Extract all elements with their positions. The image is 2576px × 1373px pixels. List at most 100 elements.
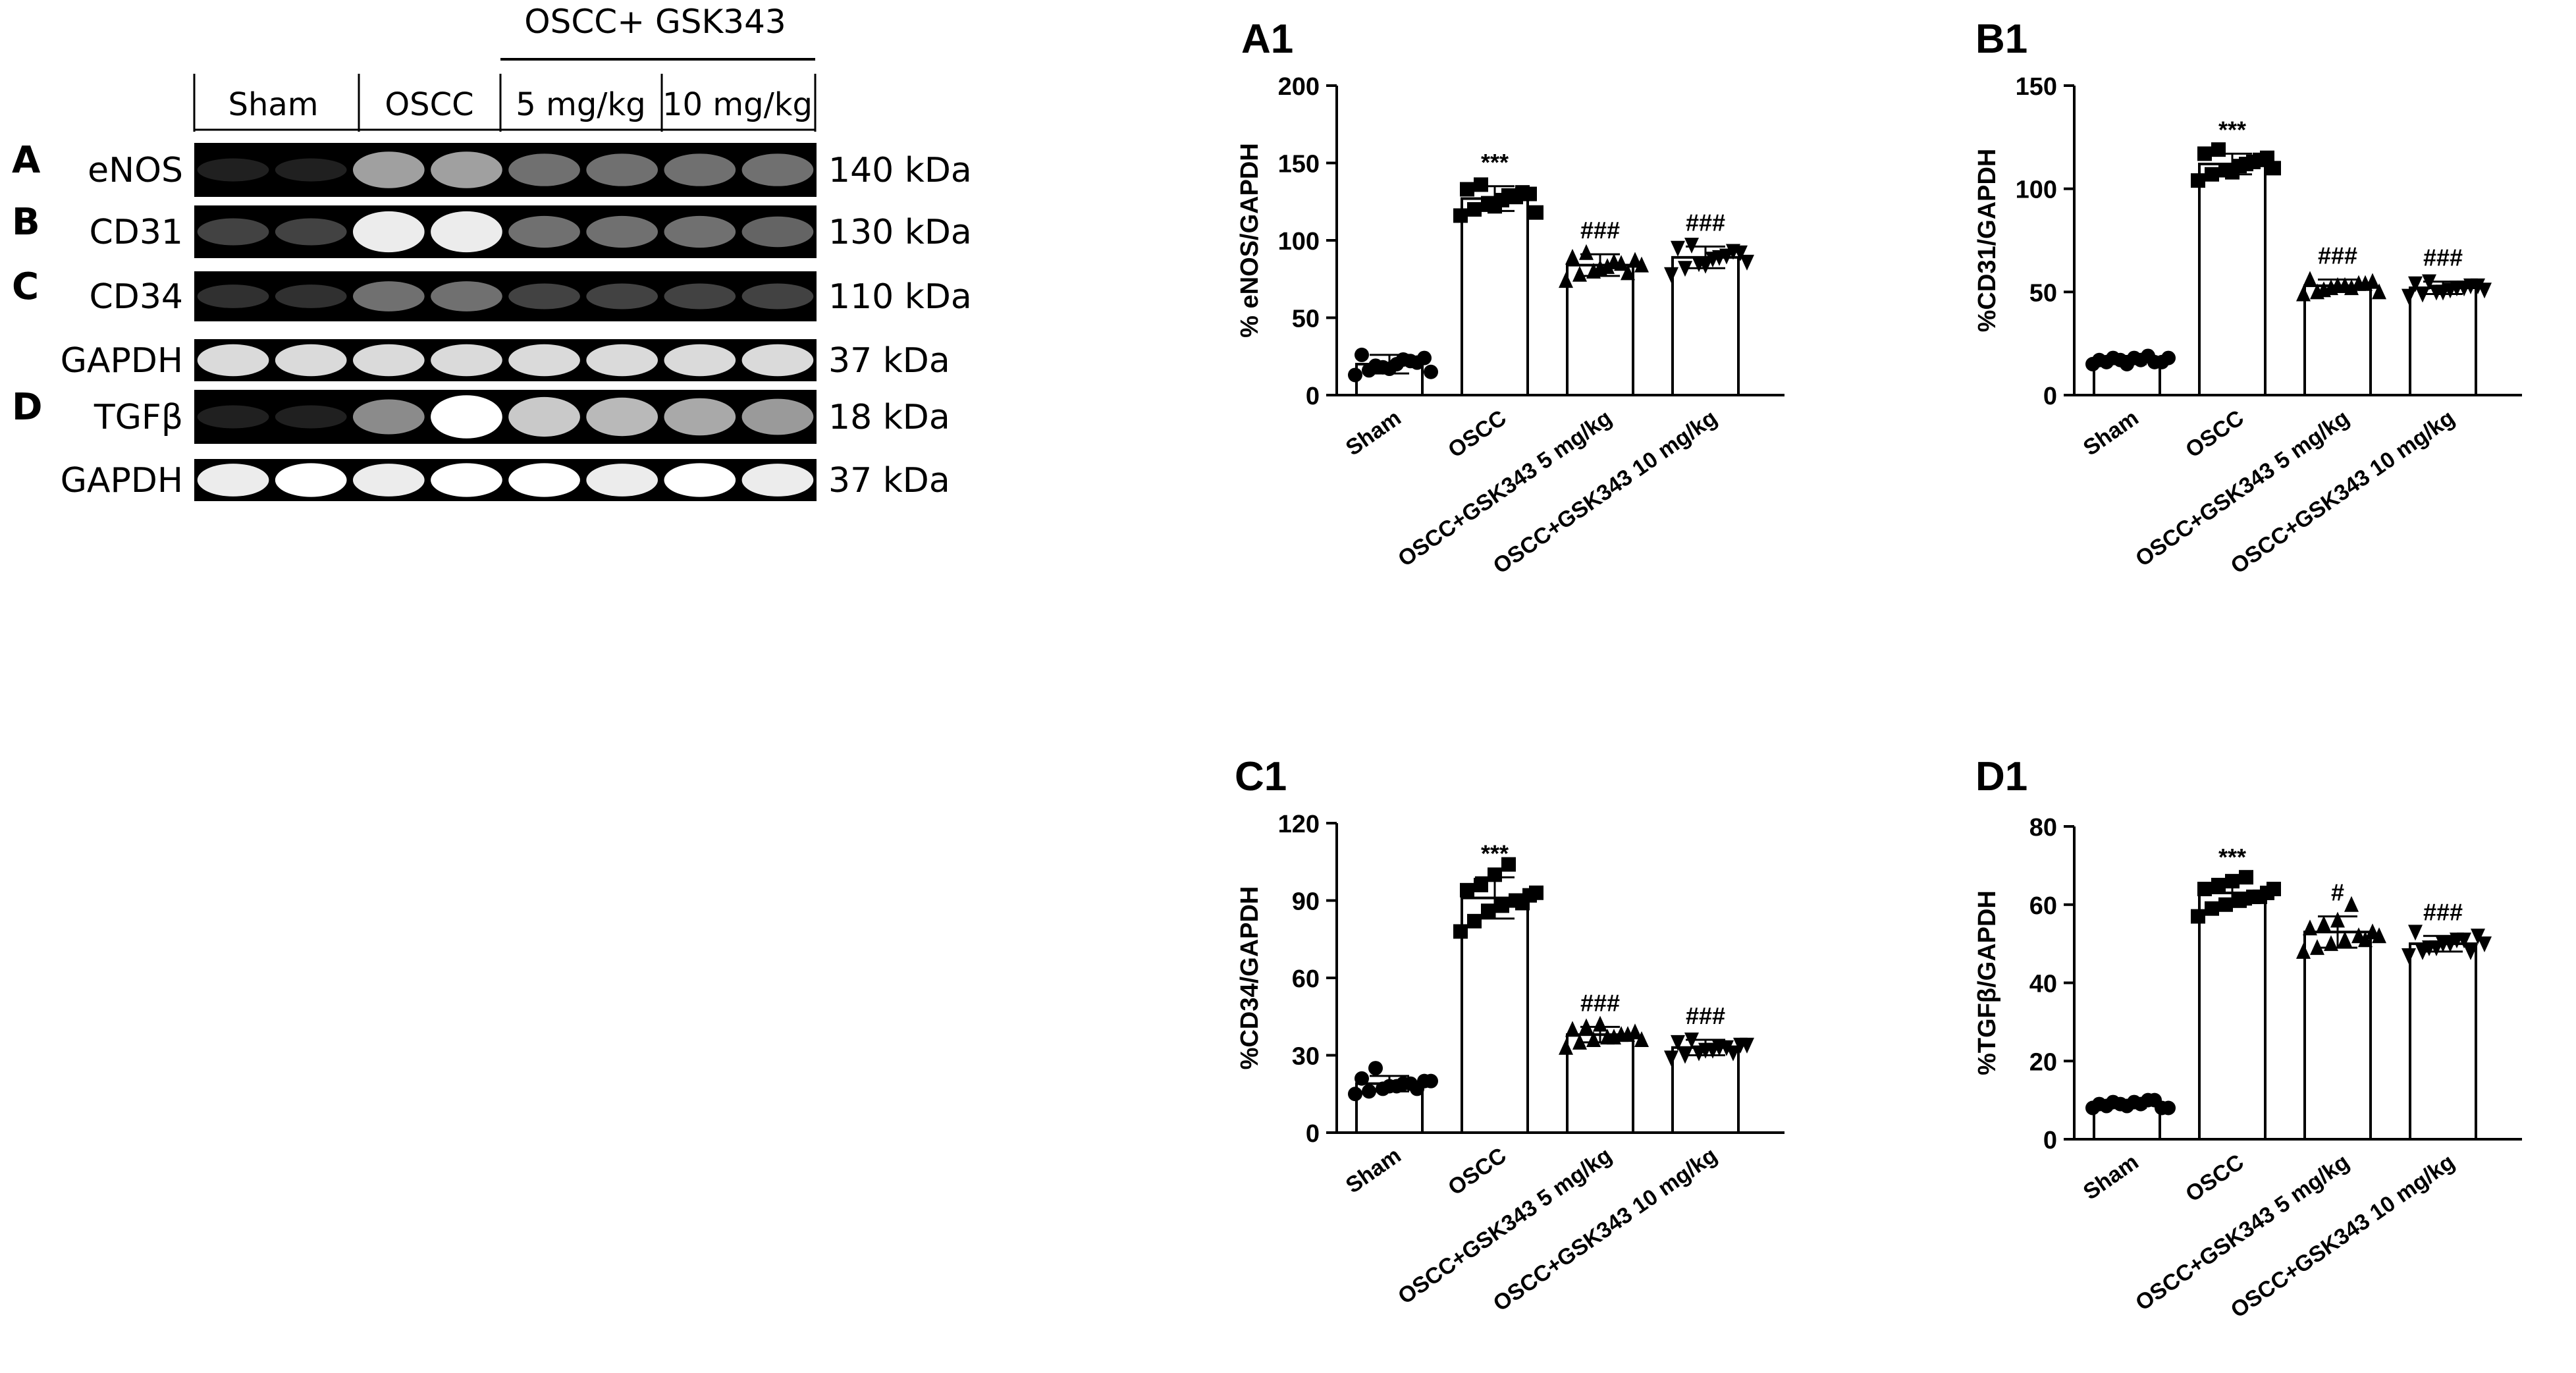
- data-point: [2092, 1096, 2106, 1112]
- blot-treatment-title: OSCC+ GSK343: [524, 3, 786, 41]
- data-point: [1607, 253, 1621, 269]
- chart-A1: A1 0 50 100 150 200 % eNOS/GAPDH Sham *** OSCC ###…: [1236, 16, 1784, 579]
- data-point: [1495, 898, 1509, 913]
- y-axis-label: % eNOS/GAPDH: [1236, 143, 1264, 338]
- data-point: [2191, 909, 2205, 924]
- blot-band: [275, 158, 347, 182]
- y-tick-label: 150: [2016, 73, 2057, 101]
- data-point: [2463, 944, 2478, 960]
- blot-band: [352, 344, 425, 377]
- data-point: [2408, 276, 2423, 292]
- data-point: [1565, 1021, 1580, 1037]
- blot-band: [352, 399, 425, 435]
- data-point: [2463, 278, 2478, 294]
- y-tick-label: 100: [2016, 176, 2057, 204]
- blot-band: [197, 284, 269, 308]
- data-point: [2267, 161, 2281, 176]
- blot-band: [352, 151, 425, 188]
- data-point: [1410, 1081, 1424, 1096]
- data-point: [1460, 882, 1474, 898]
- data-point: [2324, 935, 2338, 952]
- y-tick-label: 0: [1306, 1120, 1320, 1148]
- significance-label: ###: [1580, 989, 1620, 1016]
- data-point: [2344, 896, 2359, 912]
- blot-size-label: 110 kDa: [828, 277, 972, 317]
- panel-label: D1: [1975, 754, 2027, 799]
- blot-band: [197, 218, 269, 246]
- category-label: Sham: [1341, 405, 1406, 460]
- data-point: [1488, 199, 1502, 214]
- y-tick-label: 0: [2043, 1127, 2057, 1154]
- blot-band: [197, 344, 269, 377]
- y-tick-label: 150: [1278, 151, 1320, 178]
- y-tick-label: 80: [2029, 814, 2057, 842]
- data-point: [1382, 1079, 1397, 1094]
- data-point: [1634, 1031, 1649, 1047]
- blot-band: [586, 153, 658, 186]
- y-tick-label: 0: [2043, 383, 2057, 410]
- data-point: [2344, 279, 2359, 296]
- blot-group-label: 5 mg/kg: [516, 86, 645, 123]
- significance-label: ###: [1686, 209, 1725, 236]
- data-point: [1559, 272, 1573, 288]
- panel-label: B1: [1975, 16, 2027, 62]
- data-point: [2197, 882, 2212, 896]
- data-point: [2191, 173, 2205, 188]
- blot-protein-label: GAPDH: [61, 341, 183, 381]
- blot-band: [508, 215, 580, 248]
- bar: [2198, 163, 2267, 396]
- data-point: [1586, 1031, 1601, 1047]
- data-point: [2296, 943, 2311, 959]
- y-tick-label: 0: [1306, 383, 1320, 410]
- blot-size-label: 18 kDa: [828, 398, 950, 437]
- data-point: [1607, 1029, 1621, 1045]
- blot-band: [352, 281, 425, 311]
- y-tick-label: 40: [2029, 971, 2057, 998]
- blot-band: [431, 344, 502, 377]
- data-point: [1579, 244, 1594, 260]
- data-point: [1678, 1048, 1692, 1064]
- significance-label: ###: [2423, 898, 2463, 925]
- data-point: [2218, 897, 2233, 912]
- data-point: [1453, 924, 1468, 939]
- bar: [1566, 263, 1634, 396]
- data-point: [1467, 913, 1482, 929]
- data-point: [1396, 352, 1410, 367]
- data-point: [1453, 208, 1468, 223]
- blot-band: [431, 463, 502, 497]
- y-tick-label: 60: [1292, 965, 1320, 993]
- y-tick-label: 200: [1278, 73, 1320, 101]
- data-point: [2372, 927, 2386, 944]
- data-point: [2422, 274, 2436, 290]
- data-point: [2450, 932, 2464, 949]
- bar: [2303, 930, 2372, 1141]
- blot-band: [664, 463, 736, 497]
- bar: [2409, 286, 2477, 397]
- data-point: [1474, 878, 1488, 892]
- data-point: [2205, 901, 2219, 916]
- significance-label: #: [2331, 879, 2344, 906]
- data-point: [2211, 878, 2226, 893]
- blot-band: [741, 464, 814, 497]
- significance-label: ***: [2218, 116, 2246, 143]
- blot-group-label: 10 mg/kg: [662, 86, 813, 123]
- data-point: [2161, 350, 2176, 365]
- data-point: [2239, 157, 2253, 172]
- y-tick-label: 100: [1278, 228, 1320, 256]
- blot-band: [275, 218, 347, 246]
- blot-row-letter: A: [12, 139, 41, 182]
- blot-protein-label: TGFβ: [94, 398, 183, 437]
- data-point: [2147, 1092, 2162, 1108]
- data-point: [2253, 152, 2267, 167]
- blot-band: [664, 398, 736, 436]
- blot-band: [197, 405, 269, 429]
- data-point: [1467, 202, 1482, 217]
- data-point: [2408, 925, 2423, 941]
- data-point: [1529, 205, 1543, 220]
- data-point: [1355, 1071, 1369, 1086]
- bar: [2303, 284, 2372, 396]
- category-label: Sham: [2079, 405, 2143, 460]
- data-point: [2317, 915, 2331, 932]
- data-point: [1726, 1045, 1740, 1062]
